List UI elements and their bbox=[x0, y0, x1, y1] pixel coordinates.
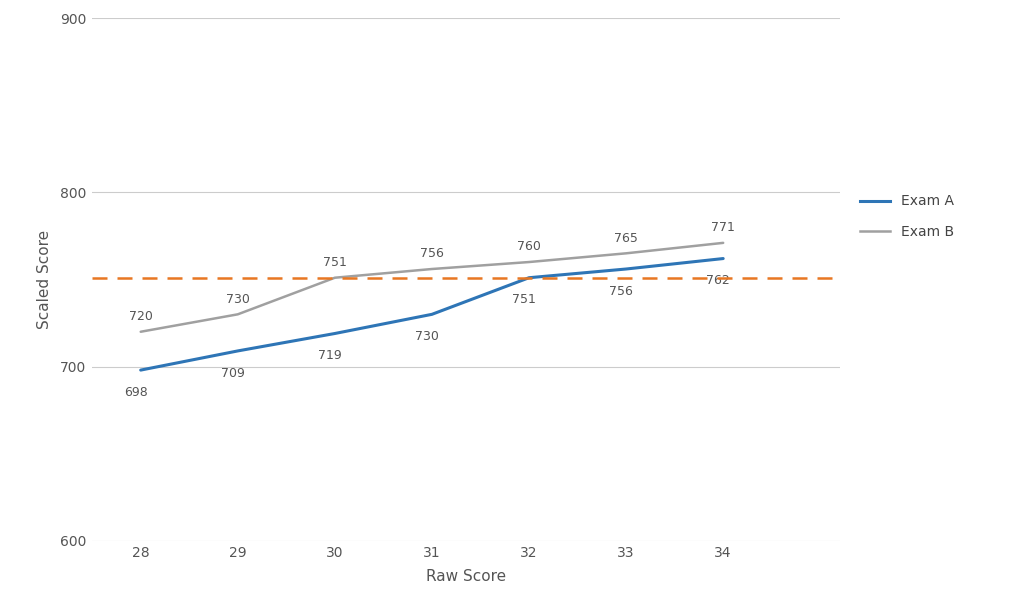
Text: 719: 719 bbox=[318, 349, 342, 362]
Text: 730: 730 bbox=[226, 293, 250, 305]
Text: 730: 730 bbox=[415, 330, 439, 343]
Text: 698: 698 bbox=[124, 386, 147, 399]
Text: 760: 760 bbox=[517, 240, 541, 253]
Text: 765: 765 bbox=[614, 231, 638, 245]
Legend: Exam A, Exam B: Exam A, Exam B bbox=[854, 189, 961, 245]
Text: 756: 756 bbox=[609, 285, 633, 297]
Text: 762: 762 bbox=[707, 274, 730, 287]
Text: 751: 751 bbox=[323, 256, 347, 269]
Y-axis label: Scaled Score: Scaled Score bbox=[37, 230, 52, 329]
Text: 720: 720 bbox=[129, 310, 153, 323]
Text: 771: 771 bbox=[712, 221, 735, 234]
Text: 751: 751 bbox=[512, 293, 537, 307]
Text: 709: 709 bbox=[221, 367, 245, 380]
Text: 756: 756 bbox=[420, 247, 443, 260]
X-axis label: Raw Score: Raw Score bbox=[426, 569, 506, 584]
